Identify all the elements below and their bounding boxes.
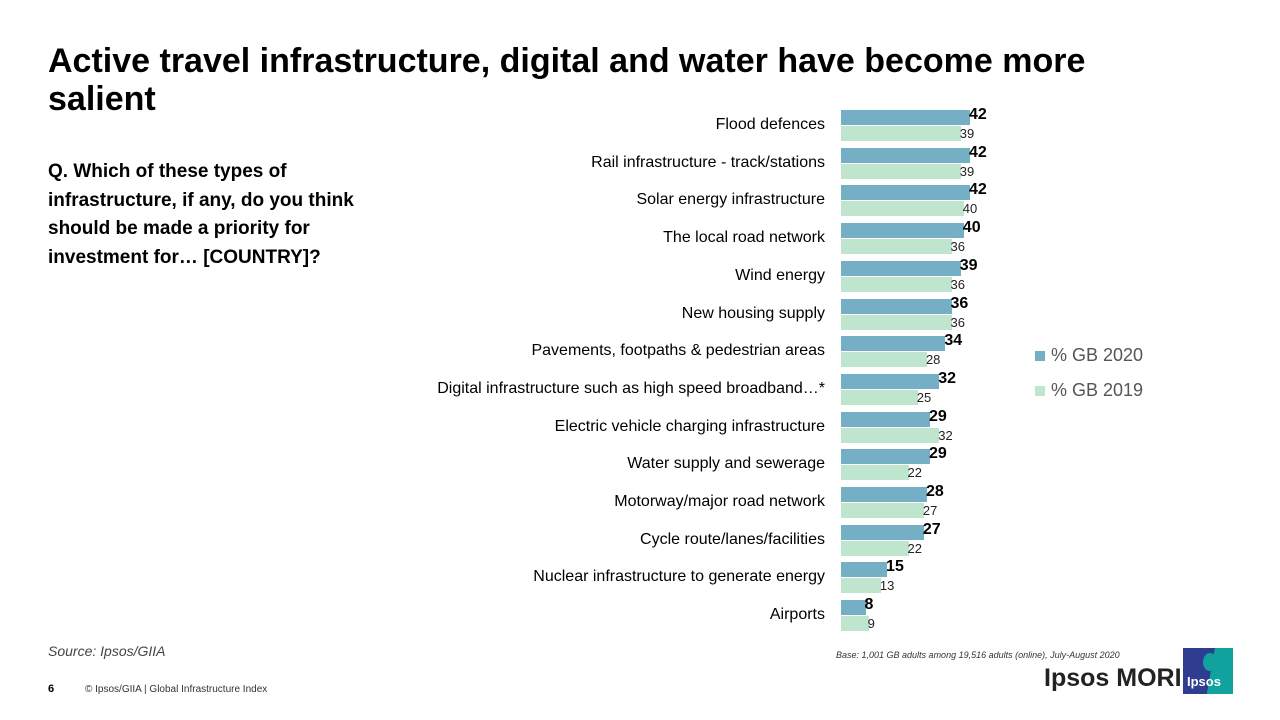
bar-2019 bbox=[841, 276, 952, 292]
category-label: Rail infrastructure - track/stations bbox=[591, 153, 825, 171]
bar-2020 bbox=[841, 336, 946, 352]
data-label: 32 bbox=[938, 369, 957, 387]
category-label: Motorway/major road network bbox=[614, 493, 825, 510]
data-label: 36 bbox=[950, 294, 969, 312]
data-label: 28 bbox=[925, 483, 944, 500]
bar-2020 bbox=[841, 373, 940, 389]
data-label: 32 bbox=[938, 427, 953, 443]
data-label: 40 bbox=[962, 219, 981, 237]
data-label: 22 bbox=[907, 465, 922, 481]
category-label: Wind energy bbox=[735, 266, 825, 284]
data-label: 22 bbox=[907, 540, 922, 556]
legend-label: % GB 2019 bbox=[1051, 380, 1144, 400]
bar-2020 bbox=[841, 562, 888, 578]
legend-swatch bbox=[1035, 386, 1045, 396]
legend-swatch bbox=[1035, 351, 1045, 361]
legend-item-2019: % GB 2019 bbox=[1035, 380, 1143, 401]
category-label: Digital infrastructure such as high spee… bbox=[437, 379, 825, 397]
category-label: Electric vehicle charging infrastructure bbox=[554, 417, 825, 435]
data-label: 39 bbox=[959, 163, 975, 179]
data-label: 36 bbox=[950, 239, 965, 255]
data-label: 27 bbox=[922, 520, 941, 538]
bar-2020 bbox=[841, 524, 924, 540]
data-label: 42 bbox=[968, 143, 987, 161]
data-label: 15 bbox=[886, 558, 904, 576]
bar-2020 bbox=[841, 411, 931, 427]
category-label: Flood defences bbox=[715, 116, 825, 133]
data-label: 39 bbox=[959, 256, 978, 274]
bar-2019 bbox=[841, 201, 964, 217]
category-label: Pavements, footpaths & pedestrian areas bbox=[531, 342, 825, 360]
category-label: Solar energy infrastructure bbox=[636, 191, 825, 209]
category-label: New housing supply bbox=[681, 304, 825, 322]
data-label: 39 bbox=[959, 126, 975, 141]
data-label: 28 bbox=[925, 352, 941, 368]
data-label: 36 bbox=[950, 314, 965, 330]
data-label: 40 bbox=[962, 201, 978, 217]
data-label: 42 bbox=[968, 106, 987, 123]
data-label: 36 bbox=[950, 276, 965, 292]
data-label: 29 bbox=[929, 407, 947, 425]
bar-2019 bbox=[841, 616, 869, 632]
data-label: 25 bbox=[916, 389, 932, 405]
data-label: 9 bbox=[867, 616, 875, 632]
bar-2020 bbox=[841, 487, 927, 502]
category-label: Airports bbox=[769, 606, 825, 624]
legend-label: % GB 2020 bbox=[1051, 345, 1144, 365]
bar-2019 bbox=[841, 163, 961, 179]
data-label: 13 bbox=[879, 578, 895, 594]
bar-2019 bbox=[841, 578, 881, 594]
head-silhouette-icon bbox=[1203, 653, 1217, 671]
bar-2019 bbox=[841, 427, 940, 443]
bar-2020 bbox=[841, 449, 931, 465]
base-note: Base: 1,001 GB adults among 19,516 adult… bbox=[836, 650, 1120, 660]
category-label: Nuclear infrastructure to generate energ… bbox=[533, 568, 825, 586]
ipsos-logo: Ipsos bbox=[1183, 648, 1233, 694]
bar-2020 bbox=[841, 260, 961, 276]
bar-2019 bbox=[841, 239, 952, 255]
question-text: Q. Which of these types of infrastructur… bbox=[48, 161, 354, 268]
bar-2020 bbox=[841, 110, 970, 125]
bar-2019 bbox=[841, 389, 918, 405]
brand-name: Ipsos MORI bbox=[1044, 664, 1182, 692]
bar-2020 bbox=[841, 600, 866, 616]
bar-2019 bbox=[841, 540, 909, 556]
bar-2020 bbox=[841, 298, 952, 314]
data-label: 42 bbox=[968, 181, 987, 199]
category-label: Water supply and sewerage bbox=[627, 455, 825, 473]
category-label: Cycle route/lanes/facilities bbox=[640, 530, 825, 548]
category-label: The local road network bbox=[663, 229, 825, 247]
bar-2020 bbox=[841, 223, 964, 239]
data-label: 27 bbox=[922, 503, 938, 518]
data-label: 29 bbox=[929, 445, 947, 463]
bar-2019 bbox=[841, 126, 961, 141]
bar-2019 bbox=[841, 352, 927, 368]
data-label: 34 bbox=[944, 332, 963, 350]
bar-2020 bbox=[841, 147, 970, 163]
page-number: 6 bbox=[48, 683, 55, 695]
slide-title: Active travel infrastructure, digital an… bbox=[48, 42, 1086, 118]
bar-2019 bbox=[841, 314, 952, 330]
source-note: Source: Ipsos/GIIA bbox=[48, 643, 166, 659]
bar-2019 bbox=[841, 503, 924, 518]
bar-2020 bbox=[841, 185, 970, 201]
legend-item-2020: % GB 2020 bbox=[1035, 345, 1143, 366]
footer-text: © Ipsos/GIIA | Global Infrastructure Ind… bbox=[85, 684, 268, 695]
data-label: 8 bbox=[864, 596, 874, 614]
bar-2019 bbox=[841, 465, 909, 481]
